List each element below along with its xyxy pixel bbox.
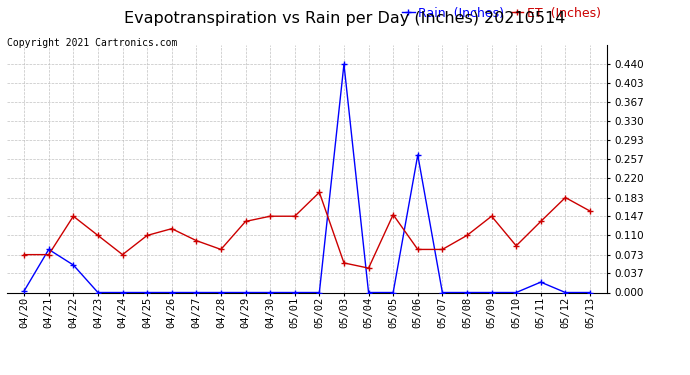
Text: Evapotranspiration vs Rain per Day (Inches) 20210514: Evapotranspiration vs Rain per Day (Inch… [124,11,566,26]
Text: Copyright 2021 Cartronics.com: Copyright 2021 Cartronics.com [7,38,177,48]
Legend: Rain  (Inches), ET  (Inches): Rain (Inches), ET (Inches) [402,7,601,20]
